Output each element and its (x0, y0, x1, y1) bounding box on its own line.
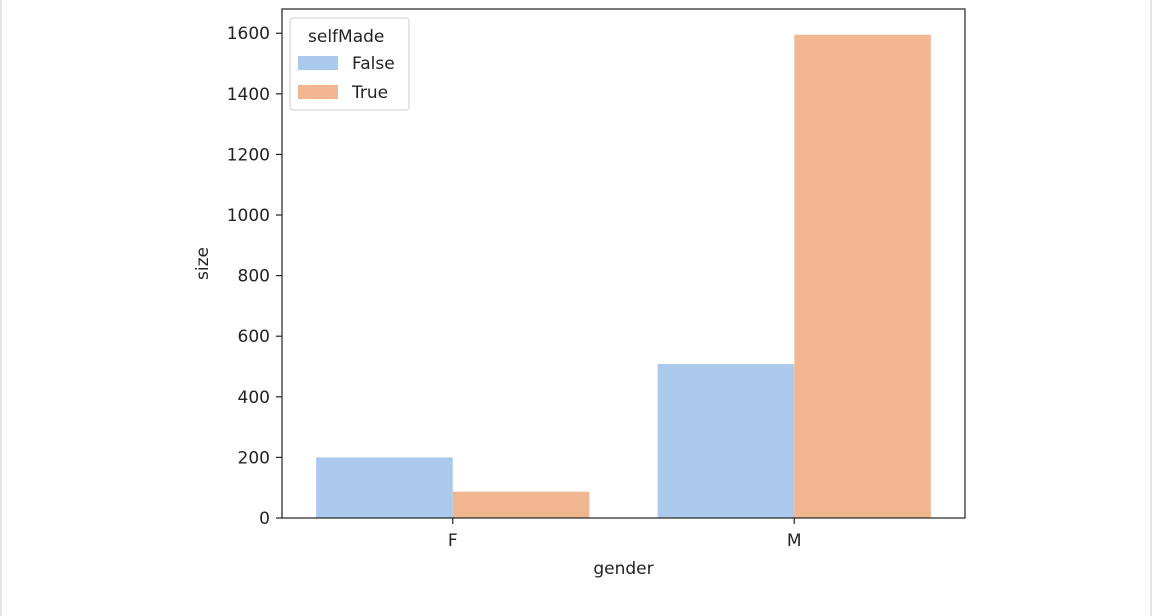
legend-label-false: False (352, 54, 395, 74)
bar-true-m (794, 34, 931, 518)
legend-label-true: True (351, 83, 388, 103)
y-tick-label: 1000 (227, 206, 270, 226)
y-axis-label: size (193, 247, 213, 280)
x-tick-label: F (448, 531, 458, 551)
legend-swatch-false (298, 56, 338, 70)
y-tick-label: 600 (238, 327, 270, 347)
y-tick-label: 0 (259, 509, 270, 529)
plot-frame (281, 8, 966, 519)
legend-title: selfMade (308, 27, 384, 47)
left-border (0, 0, 2, 616)
bar-false-f (316, 457, 453, 518)
bar-false-m (657, 364, 795, 518)
bar-true-f (452, 491, 590, 518)
x-axis-label: gender (593, 559, 653, 579)
y-tick-label: 1200 (227, 145, 270, 165)
legend: selfMade False True (289, 17, 410, 111)
y-tick-label: 200 (238, 448, 270, 468)
legend-swatch-true (298, 85, 338, 99)
y-tick-label: 800 (238, 267, 270, 287)
bars-layer (316, 34, 931, 518)
y-tick-label: 1400 (227, 85, 270, 105)
y-axis: 0 200 400 600 800 1000 1200 1400 1600 (227, 24, 282, 529)
x-tick-label: M (787, 531, 802, 551)
y-tick-label: 400 (238, 388, 270, 408)
y-tick-label: 1600 (227, 24, 270, 44)
right-border (1150, 0, 1152, 616)
